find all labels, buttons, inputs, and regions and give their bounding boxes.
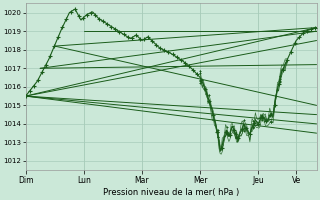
X-axis label: Pression niveau de la mer( hPa ): Pression niveau de la mer( hPa ) [103,188,239,197]
